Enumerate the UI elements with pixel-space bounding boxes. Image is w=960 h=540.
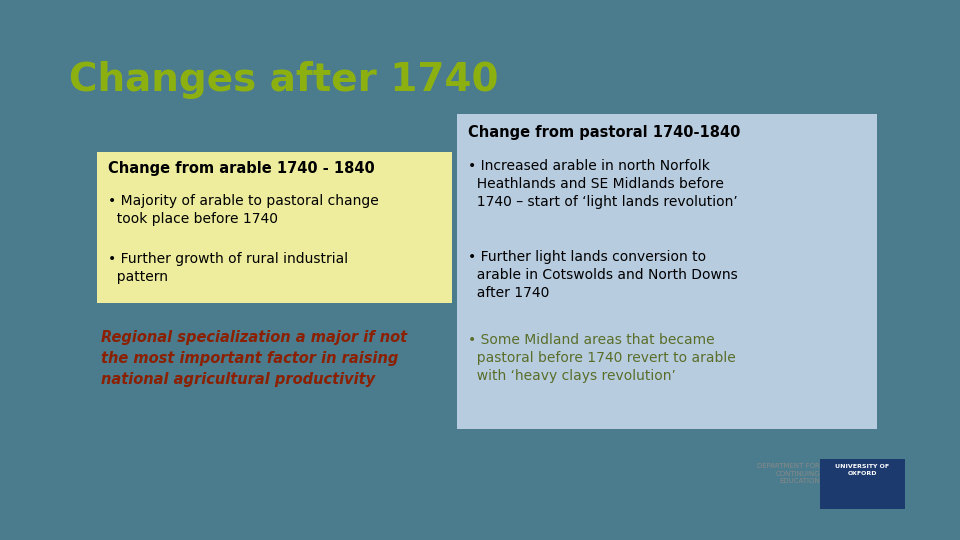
Text: • Increased arable in north Norfolk
  Heathlands and SE Midlands before
  1740 –: • Increased arable in north Norfolk Heat… (468, 159, 737, 209)
FancyBboxPatch shape (97, 152, 452, 303)
Text: • Majority of arable to pastoral change
  took place before 1740: • Majority of arable to pastoral change … (108, 194, 378, 226)
Text: Change from pastoral 1740-1840: Change from pastoral 1740-1840 (468, 125, 740, 140)
Text: UNIVERSITY OF
OXFORD: UNIVERSITY OF OXFORD (835, 464, 890, 476)
Text: • Some Midland areas that became
  pastoral before 1740 revert to arable
  with : • Some Midland areas that became pastora… (468, 333, 735, 383)
Text: Change from arable 1740 - 1840: Change from arable 1740 - 1840 (108, 160, 374, 176)
Text: • Further light lands conversion to
  arable in Cotswolds and North Downs
  afte: • Further light lands conversion to arab… (468, 250, 737, 300)
FancyBboxPatch shape (457, 114, 877, 429)
Text: • Further growth of rural industrial
  pattern: • Further growth of rural industrial pat… (108, 252, 348, 284)
FancyBboxPatch shape (820, 459, 905, 509)
Text: DEPARTMENT FOR
CONTINUING
EDUCATION: DEPARTMENT FOR CONTINUING EDUCATION (757, 463, 820, 484)
Text: Regional specialization a major if not
the most important factor in raising
nati: Regional specialization a major if not t… (101, 330, 407, 388)
Text: Changes after 1740: Changes after 1740 (69, 61, 498, 99)
